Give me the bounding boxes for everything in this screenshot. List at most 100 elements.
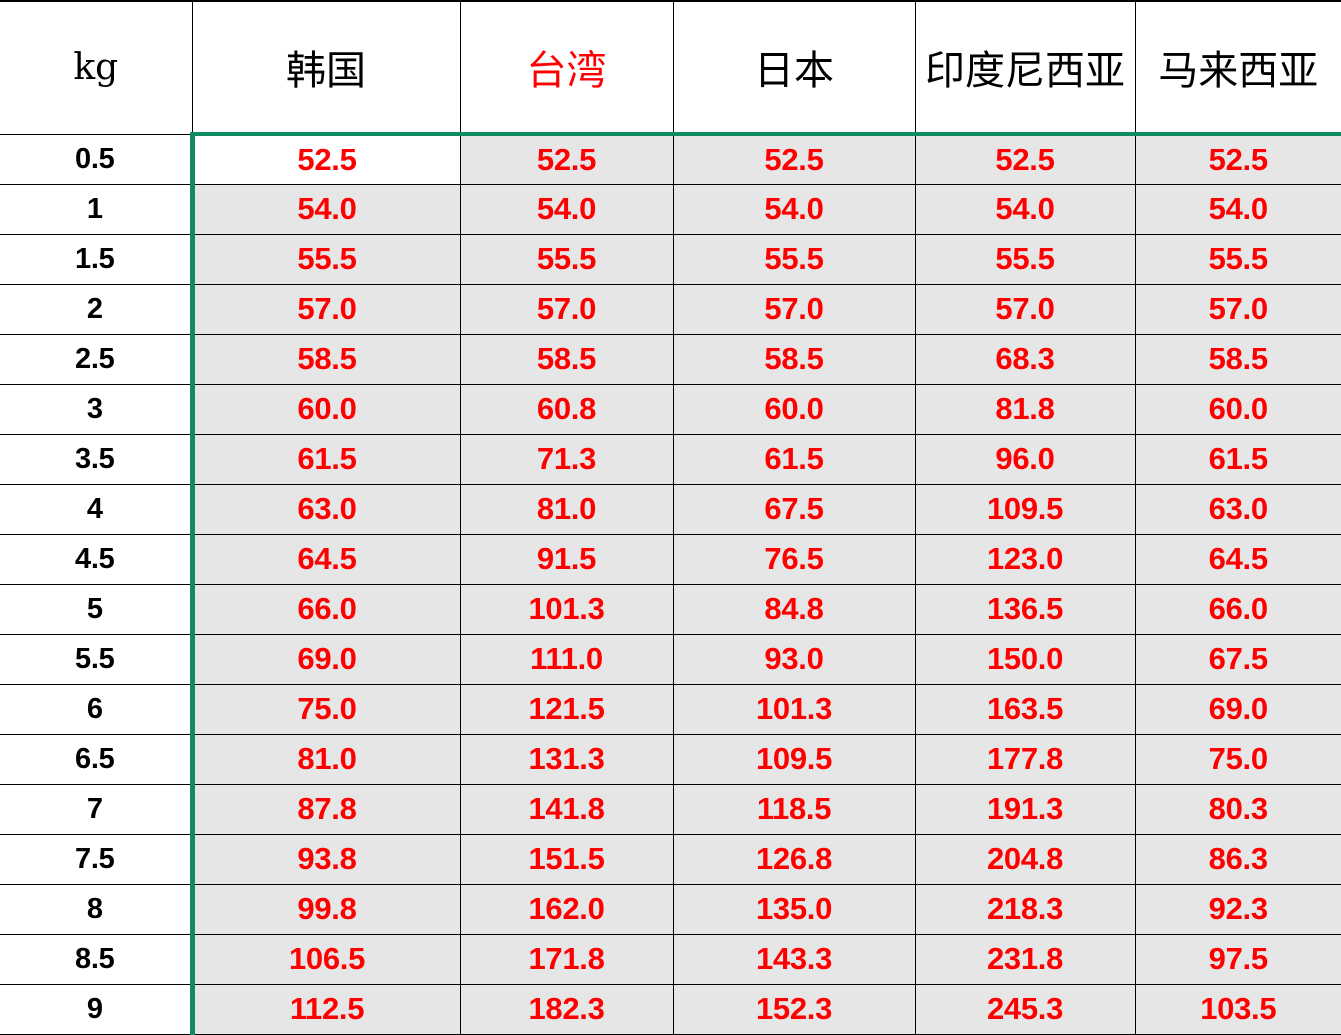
row-header-kg: 7.5 (0, 833, 192, 885)
cell-korea: 66.0 (189, 583, 461, 635)
row-header-kg: 3 (0, 383, 192, 435)
cell-indonesia: 57.0 (914, 283, 1136, 335)
row-header-kg: 1 (0, 183, 192, 235)
column-header-malaysia: 马来西亚 (1134, 0, 1341, 135)
cell-indonesia: 123.0 (914, 533, 1136, 585)
cell-indonesia: 109.5 (914, 483, 1136, 535)
cell-taiwan: 55.5 (459, 233, 674, 285)
cell-korea: 99.8 (189, 883, 461, 935)
cell-korea: 55.5 (189, 233, 461, 285)
cell-japan: 61.5 (672, 433, 916, 485)
cell-japan: 84.8 (672, 583, 916, 635)
cell-malaysia: 86.3 (1134, 833, 1341, 885)
cell-taiwan: 141.8 (459, 783, 674, 835)
cell-korea: 60.0 (189, 383, 461, 435)
row-header-kg: 6.5 (0, 733, 192, 785)
cell-malaysia: 92.3 (1134, 883, 1341, 935)
row-header-kg: 9 (0, 983, 192, 1035)
table-row: 7.5 93.8 151.5 126.8 204.8 86.3 (0, 833, 1341, 885)
cell-taiwan: 101.3 (459, 583, 674, 635)
cell-taiwan: 171.8 (459, 933, 674, 985)
cell-taiwan: 111.0 (459, 633, 674, 685)
table-row: 3.5 61.5 71.3 61.5 96.0 61.5 (0, 433, 1341, 485)
table-row: 9 112.5 182.3 152.3 245.3 103.5 (0, 983, 1341, 1035)
cell-japan: 101.3 (672, 683, 916, 735)
cell-japan: 76.5 (672, 533, 916, 585)
cell-malaysia: 61.5 (1134, 433, 1341, 485)
cell-taiwan: 57.0 (459, 283, 674, 335)
cell-taiwan: 162.0 (459, 883, 674, 935)
cell-japan: 135.0 (672, 883, 916, 935)
column-header-indonesia: 印度尼西亚 (914, 0, 1136, 135)
table-row: 2 57.0 57.0 57.0 57.0 57.0 (0, 283, 1341, 335)
cell-malaysia: 64.5 (1134, 533, 1341, 585)
row-header-kg: 5.5 (0, 633, 192, 685)
cell-malaysia: 60.0 (1134, 383, 1341, 435)
row-header-kg: 1.5 (0, 233, 192, 285)
cell-japan: 118.5 (672, 783, 916, 835)
table-row: 3 60.0 60.8 60.0 81.8 60.0 (0, 383, 1341, 435)
cell-taiwan: 60.8 (459, 383, 674, 435)
table-row: 1 54.0 54.0 54.0 54.0 54.0 (0, 183, 1341, 235)
row-header-kg: 2 (0, 283, 192, 335)
cell-indonesia: 54.0 (914, 183, 1136, 235)
cell-japan: 58.5 (672, 333, 916, 385)
row-header-kg: 4.5 (0, 533, 192, 585)
cell-japan: 60.0 (672, 383, 916, 435)
table-row: 4 63.0 81.0 67.5 109.5 63.0 (0, 483, 1341, 535)
cell-malaysia: 67.5 (1134, 633, 1341, 685)
cell-korea: 81.0 (189, 733, 461, 785)
cell-malaysia: 55.5 (1134, 233, 1341, 285)
cell-korea: 112.5 (189, 983, 461, 1035)
cell-japan: 109.5 (672, 733, 916, 785)
row-header-kg: 6 (0, 683, 192, 735)
cell-indonesia: 81.8 (914, 383, 1136, 435)
header-row: kg 韩国 台湾 日本 印度尼西亚 马来西亚 (0, 0, 1341, 135)
cell-japan: 93.0 (672, 633, 916, 685)
table-header: kg 韩国 台湾 日本 印度尼西亚 马来西亚 (0, 0, 1341, 135)
table-row: 5.5 69.0 111.0 93.0 150.0 67.5 (0, 633, 1341, 685)
cell-japan: 126.8 (672, 833, 916, 885)
table-row: 6.5 81.0 131.3 109.5 177.8 75.0 (0, 733, 1341, 785)
cell-korea: 61.5 (189, 433, 461, 485)
cell-korea: 87.8 (189, 783, 461, 835)
row-header-kg: 7 (0, 783, 192, 835)
cell-japan: 143.3 (672, 933, 916, 985)
cell-indonesia: 150.0 (914, 633, 1136, 685)
cell-taiwan: 182.3 (459, 983, 674, 1035)
table-row: 8 99.8 162.0 135.0 218.3 92.3 (0, 883, 1341, 935)
cell-taiwan: 81.0 (459, 483, 674, 535)
row-header-kg: 3.5 (0, 433, 192, 485)
table-row: 6 75.0 121.5 101.3 163.5 69.0 (0, 683, 1341, 735)
cell-indonesia: 52.5 (914, 132, 1136, 185)
cell-malaysia: 57.0 (1134, 283, 1341, 335)
cell-korea: 57.0 (189, 283, 461, 335)
cell-malaysia: 66.0 (1134, 583, 1341, 635)
cell-korea: 54.0 (189, 183, 461, 235)
cell-malaysia: 80.3 (1134, 783, 1341, 835)
cell-korea: 64.5 (189, 533, 461, 585)
cell-japan: 67.5 (672, 483, 916, 535)
cell-indonesia: 96.0 (914, 433, 1136, 485)
table-row: 8.5 106.5 171.8 143.3 231.8 97.5 (0, 933, 1341, 985)
cell-taiwan: 54.0 (459, 183, 674, 235)
cell-taiwan: 131.3 (459, 733, 674, 785)
cell-malaysia: 63.0 (1134, 483, 1341, 535)
cell-taiwan: 121.5 (459, 683, 674, 735)
cell-indonesia: 191.3 (914, 783, 1136, 835)
cell-taiwan: 52.5 (459, 132, 674, 185)
cell-japan: 54.0 (672, 183, 916, 235)
cell-malaysia: 75.0 (1134, 733, 1341, 785)
cell-korea: 69.0 (189, 633, 461, 685)
cell-korea: 93.8 (189, 833, 461, 885)
table-row: 4.5 64.5 91.5 76.5 123.0 64.5 (0, 533, 1341, 585)
cell-taiwan: 71.3 (459, 433, 674, 485)
cell-malaysia: 69.0 (1134, 683, 1341, 735)
cell-indonesia: 163.5 (914, 683, 1136, 735)
table-row: 0.5 52.5 52.5 52.5 52.5 52.5 (0, 132, 1341, 185)
row-header-kg: 5 (0, 583, 192, 635)
cell-korea: 75.0 (189, 683, 461, 735)
cell-taiwan: 58.5 (459, 333, 674, 385)
cell-malaysia: 54.0 (1134, 183, 1341, 235)
